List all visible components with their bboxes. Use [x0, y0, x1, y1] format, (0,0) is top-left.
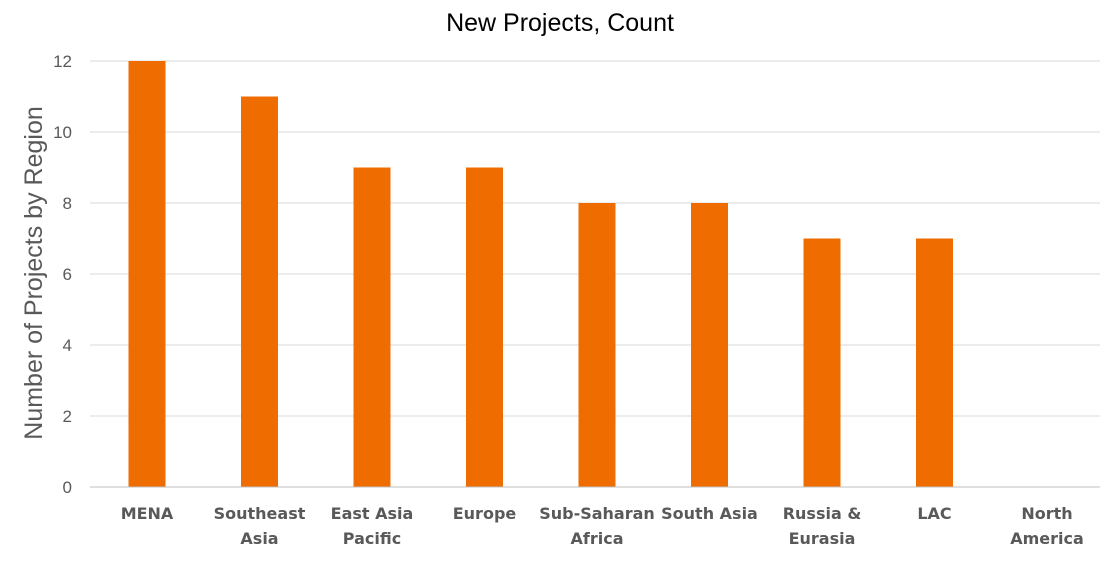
x-tick-label: East Asia — [331, 504, 414, 523]
x-tick-label: Asia — [240, 529, 278, 548]
y-axis-ticks: 0 2 4 6 8 10 12 — [53, 52, 72, 497]
x-tick-label: America — [1010, 529, 1084, 548]
bar — [466, 167, 503, 487]
x-tick-label: Russia & — [783, 504, 862, 523]
bar — [241, 96, 278, 487]
bar — [803, 238, 841, 487]
x-tick-label: South Asia — [661, 504, 758, 523]
y-tick-label: 8 — [63, 194, 72, 213]
bar — [578, 203, 616, 487]
y-tick-label: 4 — [63, 336, 72, 355]
bar — [353, 167, 391, 487]
x-tick-label: Sub-Saharan — [539, 504, 655, 523]
x-tick-label: North — [1021, 504, 1072, 523]
bars — [128, 61, 953, 487]
y-tick-label: 0 — [63, 478, 72, 497]
y-tick-label: 10 — [53, 123, 72, 142]
y-tick-label: 12 — [53, 52, 72, 71]
chart-title: New Projects, Count — [446, 9, 674, 37]
y-tick-label: 6 — [63, 265, 72, 284]
bar — [916, 238, 953, 487]
bar — [128, 61, 166, 487]
x-tick-label: LAC — [917, 504, 951, 523]
x-axis-ticks: MENA Southeast Asia East Asia Pacific Europe S… — [121, 504, 1084, 548]
y-axis-label: Number of Projects by Region — [20, 106, 48, 439]
y-tick-label: 2 — [63, 407, 72, 426]
x-tick-label: Pacific — [343, 529, 401, 548]
x-tick-label: Southeast — [214, 504, 306, 523]
x-tick-label: Eurasia — [789, 529, 856, 548]
bar — [691, 203, 728, 487]
x-tick-label: Africa — [571, 529, 624, 548]
x-tick-label: MENA — [121, 504, 174, 523]
x-tick-label: Europe — [453, 504, 517, 523]
